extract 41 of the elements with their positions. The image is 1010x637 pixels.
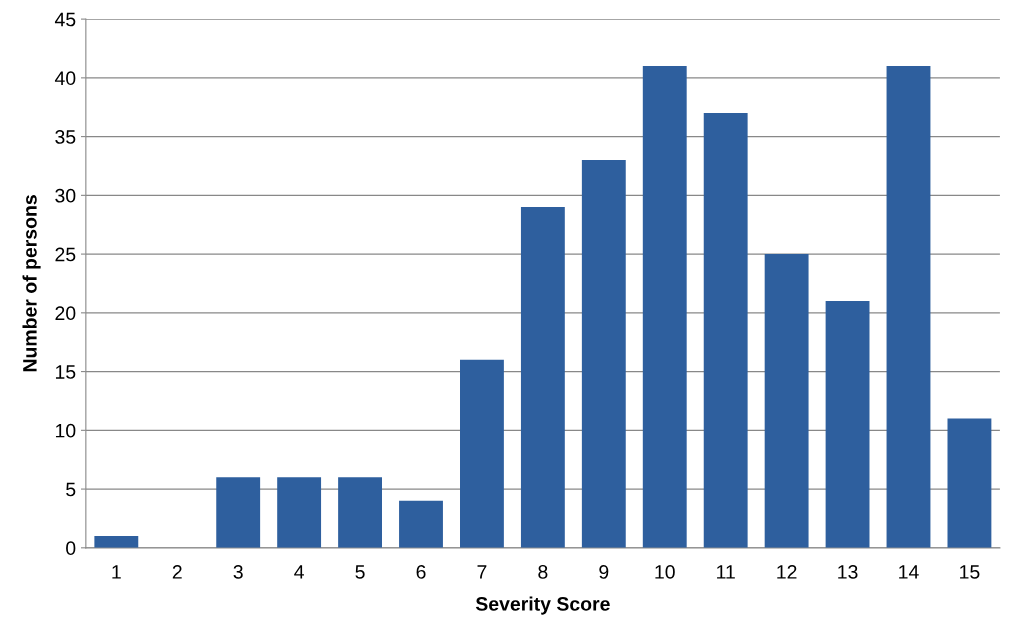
x-tick-label: 2 bbox=[172, 565, 182, 579]
bar bbox=[825, 301, 870, 548]
bar bbox=[764, 254, 809, 548]
bar bbox=[581, 160, 626, 548]
bar bbox=[642, 66, 687, 548]
x-tick-label: 8 bbox=[538, 565, 548, 579]
x-tick-label: 10 bbox=[655, 565, 675, 579]
bar bbox=[338, 477, 382, 548]
y-tick-label: 0 bbox=[66, 541, 76, 556]
y-tick-label: 10 bbox=[55, 423, 76, 438]
x-tick-label: 4 bbox=[294, 565, 304, 579]
x-tick-label: 14 bbox=[899, 565, 919, 579]
y-tick-label: 15 bbox=[55, 365, 76, 379]
x-tick-label: 15 bbox=[960, 565, 980, 579]
x-tick-label: 5 bbox=[355, 565, 365, 579]
y-tick-label: 30 bbox=[55, 188, 76, 203]
bar bbox=[277, 477, 322, 548]
bar bbox=[947, 418, 992, 548]
x-tick-label: 3 bbox=[233, 565, 243, 579]
y-tick-label: 25 bbox=[55, 247, 76, 262]
x-axis-title: Severity Score bbox=[475, 596, 610, 615]
x-tick-label: 6 bbox=[416, 565, 426, 579]
y-tick-label: 20 bbox=[55, 306, 76, 321]
y-tick-label: 35 bbox=[55, 130, 76, 144]
bar bbox=[520, 207, 565, 548]
x-tick-label: 1 bbox=[112, 565, 121, 579]
y-axis-title: Number of persons bbox=[22, 195, 41, 372]
bar bbox=[216, 477, 261, 548]
bar bbox=[703, 113, 748, 548]
y-tick-label: 45 bbox=[54, 12, 76, 27]
bar bbox=[94, 536, 139, 548]
x-tick-label: 13 bbox=[838, 565, 858, 579]
x-tick-label: 12 bbox=[777, 565, 797, 579]
bar bbox=[399, 500, 443, 548]
x-tick-label: 11 bbox=[717, 565, 735, 579]
bar bbox=[886, 66, 931, 548]
y-tick-label: 5 bbox=[66, 482, 76, 497]
y-tick-label: 40 bbox=[54, 71, 76, 86]
x-tick-label: 9 bbox=[599, 565, 609, 579]
x-tick-label: 7 bbox=[477, 565, 487, 579]
bar bbox=[460, 359, 504, 548]
